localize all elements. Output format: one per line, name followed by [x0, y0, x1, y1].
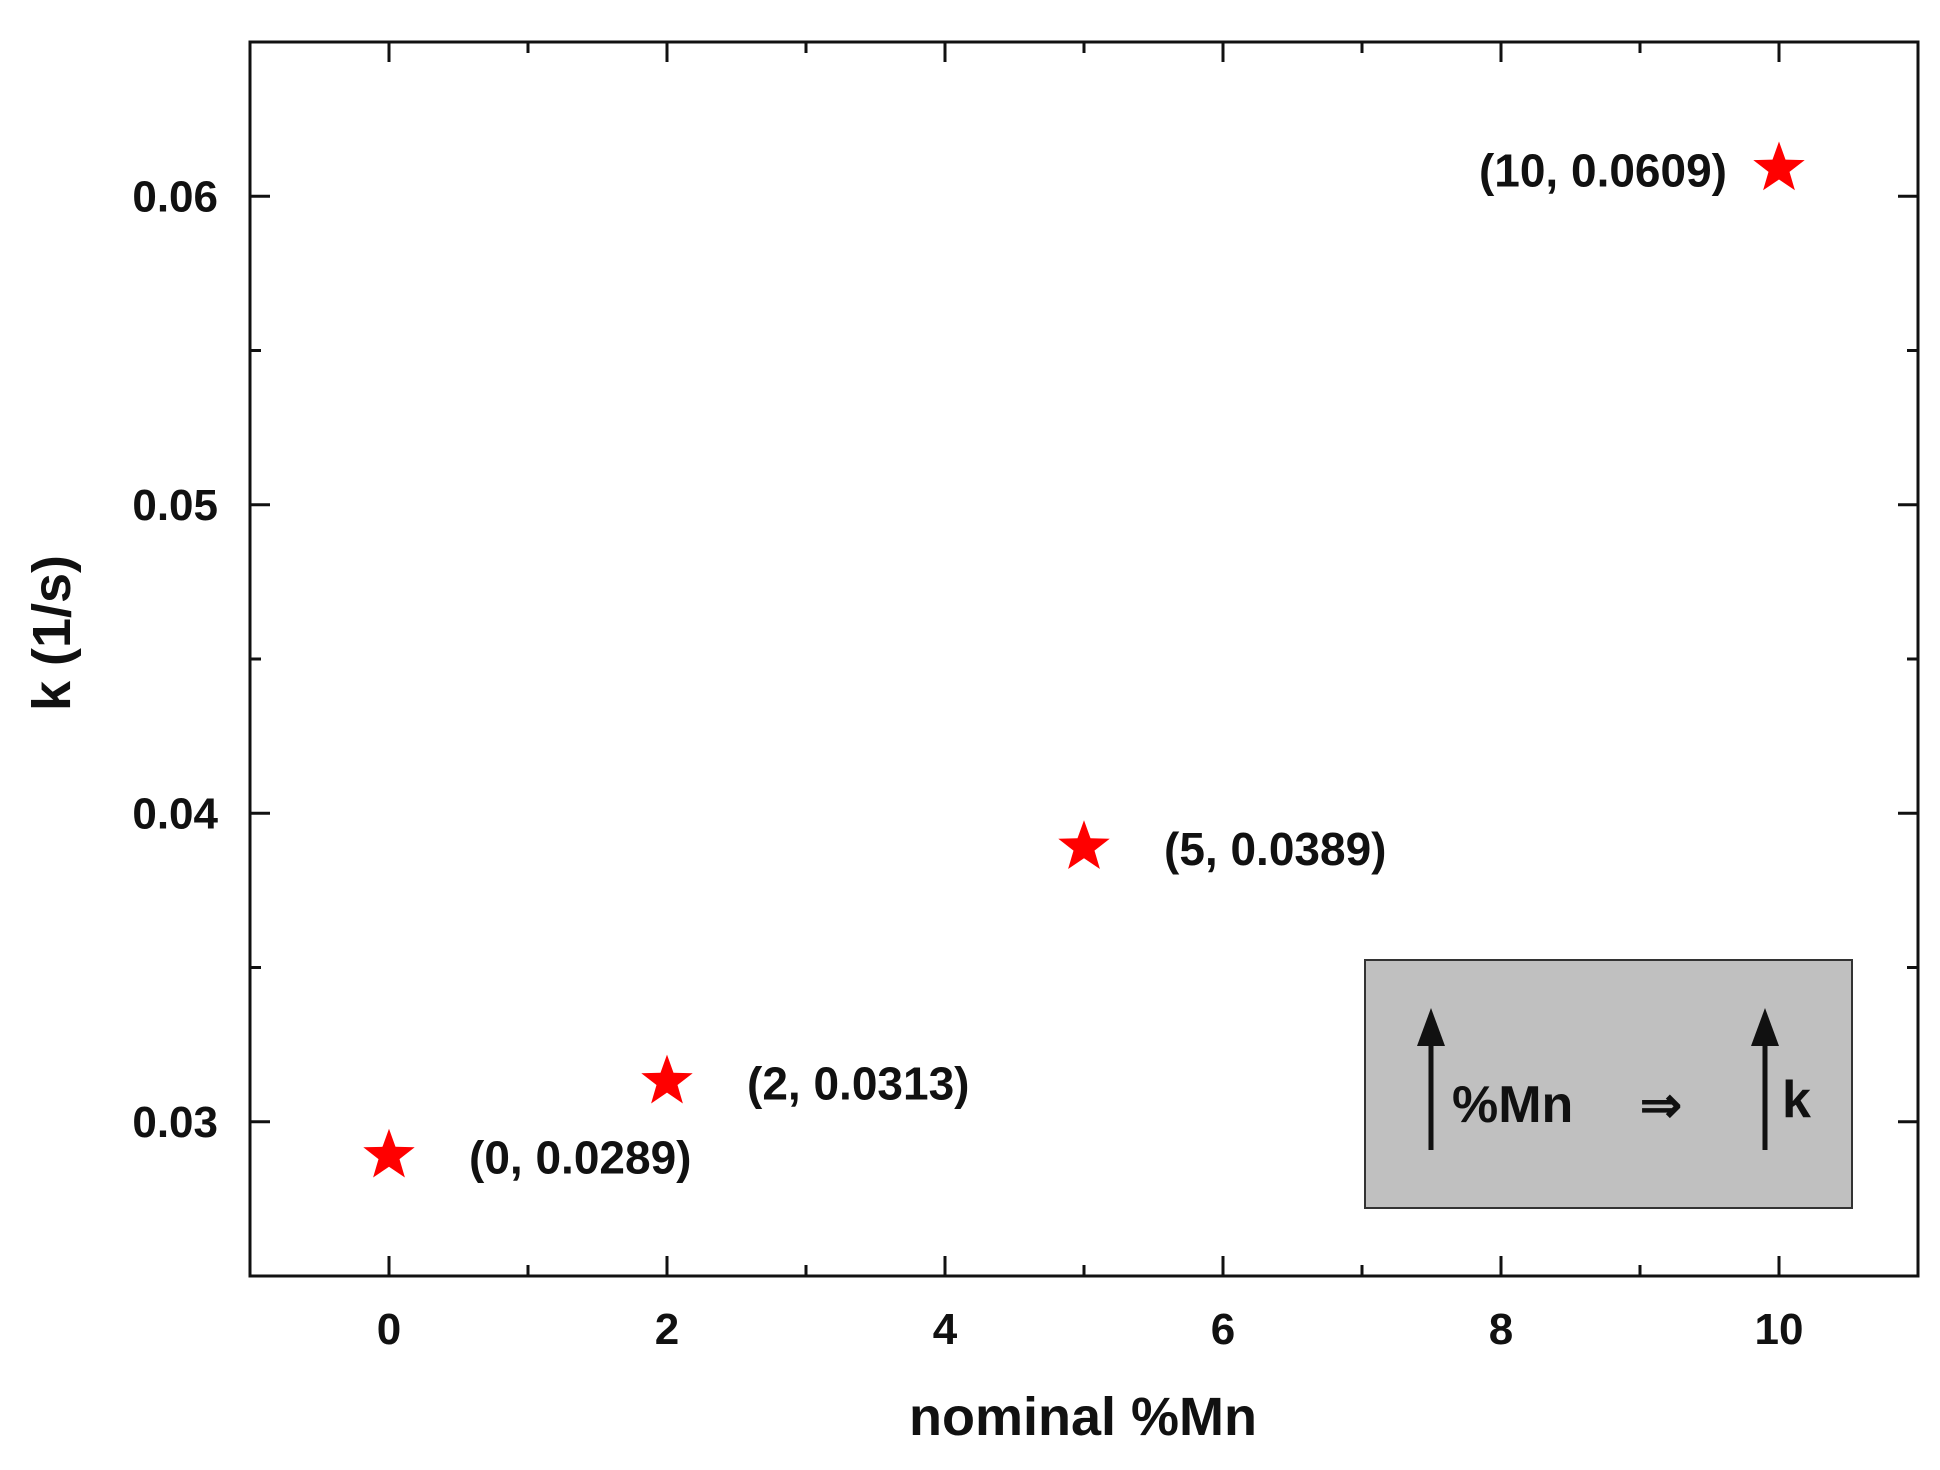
star-marker [1753, 141, 1805, 191]
point-label: (10, 0.0609) [1479, 144, 1727, 196]
x-tick-label: 4 [933, 1305, 958, 1354]
data-series [363, 141, 1805, 1178]
y-tick-label: 0.03 [132, 1098, 218, 1147]
x-tick-label: 10 [1755, 1305, 1804, 1354]
y-tick-label: 0.04 [132, 789, 218, 838]
x-axis-title: nominal %Mn [909, 1387, 1257, 1447]
up-arrow-icon [1751, 1008, 1779, 1150]
x-tick-label: 6 [1211, 1305, 1235, 1354]
star-marker [641, 1054, 693, 1104]
y-axis-title: k (1/s) [22, 555, 82, 711]
up-arrow-icon [1417, 1008, 1445, 1150]
point-label: (2, 0.0313) [747, 1058, 969, 1110]
point-label: (5, 0.0389) [1164, 823, 1386, 875]
x-tick-label: 2 [655, 1305, 679, 1354]
annotation-relation-symbol: ⇒ [1640, 1077, 1682, 1133]
x-tick-label: 8 [1489, 1305, 1513, 1354]
up-arrow-head [1417, 1008, 1445, 1046]
x-tick-label: 0 [377, 1305, 401, 1354]
y-tick-label: 0.06 [132, 172, 218, 221]
x-axis: 0 2 4 6 8 10 [377, 42, 1804, 1354]
annotation-right-label: k [1782, 1071, 1811, 1129]
point-labels: (0, 0.0289) (2, 0.0313) (5, 0.0389) (10, 0.… [469, 144, 1727, 1183]
annotation-box: %Mn ⇒ k [1364, 959, 1853, 1209]
up-arrow-head [1751, 1008, 1779, 1046]
y-axis: 0.03 0.04 0.05 0.06 [132, 172, 1918, 1147]
annotation-background [1364, 959, 1853, 1209]
star-marker [1058, 820, 1110, 869]
y-tick-label: 0.05 [132, 481, 218, 530]
annotation-left-label: %Mn [1452, 1076, 1573, 1134]
star-marker [363, 1128, 415, 1178]
point-label: (0, 0.0289) [469, 1132, 691, 1184]
